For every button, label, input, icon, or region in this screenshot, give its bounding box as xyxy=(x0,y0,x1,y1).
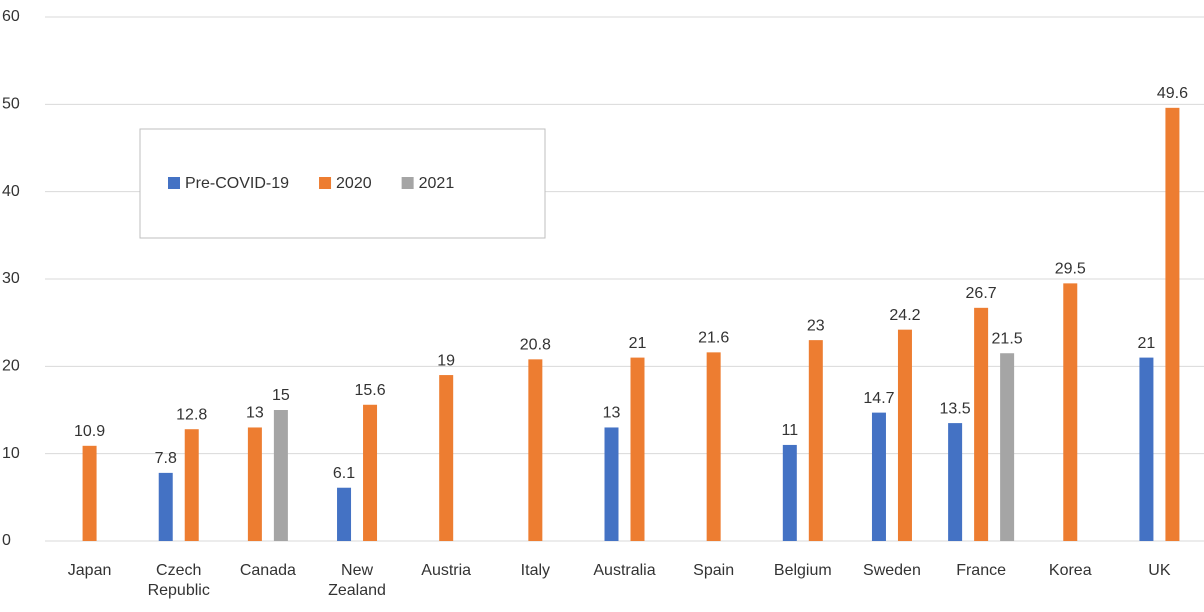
bar xyxy=(528,359,543,541)
value-label: 14.7 xyxy=(863,390,894,407)
x-tick-label: France xyxy=(956,562,1006,579)
bar xyxy=(247,427,262,541)
legend-label: Pre-COVID-19 xyxy=(185,175,289,192)
value-label: 13.5 xyxy=(940,400,971,417)
value-label: 15.6 xyxy=(354,382,385,399)
x-tick-label: Italy xyxy=(520,562,551,579)
value-label: 24.2 xyxy=(889,307,920,324)
x-tick-label: Canada xyxy=(239,562,296,579)
bar xyxy=(1063,283,1078,541)
bar xyxy=(82,445,97,541)
value-label: 21 xyxy=(629,335,647,352)
x-tick-label: Czech Republic xyxy=(147,562,210,599)
bar xyxy=(273,410,288,541)
y-tick-label: 30 xyxy=(2,270,20,287)
legend-box xyxy=(139,128,546,239)
value-label: 19 xyxy=(437,352,455,369)
bar xyxy=(184,429,199,541)
bar xyxy=(871,412,886,541)
value-label: 23 xyxy=(807,317,825,334)
value-label: 13 xyxy=(603,405,621,422)
value-label: 21 xyxy=(1138,335,1156,352)
legend-swatch xyxy=(401,177,414,189)
bar xyxy=(158,472,173,541)
bar xyxy=(897,329,912,541)
bar xyxy=(948,423,963,541)
value-label: 21.6 xyxy=(698,330,729,347)
value-label: 13 xyxy=(246,405,264,422)
y-tick-label: 60 xyxy=(2,8,20,25)
bar xyxy=(1165,107,1180,542)
value-label: 7.8 xyxy=(155,450,177,467)
bar xyxy=(782,444,797,541)
y-tick-label: 40 xyxy=(2,183,20,200)
x-tick-label: Belgium xyxy=(773,562,832,579)
bar xyxy=(808,340,823,541)
legend-label: 2021 xyxy=(419,175,455,192)
value-label: 26.7 xyxy=(966,285,997,302)
bar xyxy=(1000,353,1015,541)
x-tick-label: Japan xyxy=(67,562,112,579)
value-label: 12.8 xyxy=(176,406,207,423)
x-tick-label: Spain xyxy=(693,562,735,579)
value-label: 6.1 xyxy=(333,465,355,482)
bar xyxy=(363,404,378,541)
value-label: 10.9 xyxy=(74,423,105,440)
x-tick-label: Australia xyxy=(593,562,656,579)
value-label: 21.5 xyxy=(992,330,1023,347)
y-tick-label: 0 xyxy=(2,532,11,549)
y-tick-label: 10 xyxy=(2,445,20,462)
value-label: 15 xyxy=(272,387,290,404)
x-tick-label: Sweden xyxy=(863,562,921,579)
bar xyxy=(1139,357,1154,541)
bar xyxy=(974,307,989,541)
x-tick-label: New Zealand xyxy=(328,562,386,599)
legend-swatch xyxy=(168,177,180,189)
x-tick-label: Austria xyxy=(421,562,472,579)
bar xyxy=(439,375,454,541)
value-label: 29.5 xyxy=(1055,261,1086,278)
legend-label: 2020 xyxy=(336,175,372,192)
y-tick-label: 20 xyxy=(2,358,20,375)
value-label: 49.6 xyxy=(1157,85,1188,102)
y-tick-label: 50 xyxy=(2,96,20,113)
bar xyxy=(604,427,619,541)
bar xyxy=(706,352,721,541)
legend-swatch xyxy=(319,177,332,189)
x-tick-label: UK xyxy=(1148,562,1171,579)
value-label: 11 xyxy=(782,422,799,439)
bar xyxy=(337,487,352,541)
x-tick-label: Korea xyxy=(1048,562,1092,579)
bar xyxy=(630,357,645,541)
value-label: 20.8 xyxy=(520,337,551,354)
